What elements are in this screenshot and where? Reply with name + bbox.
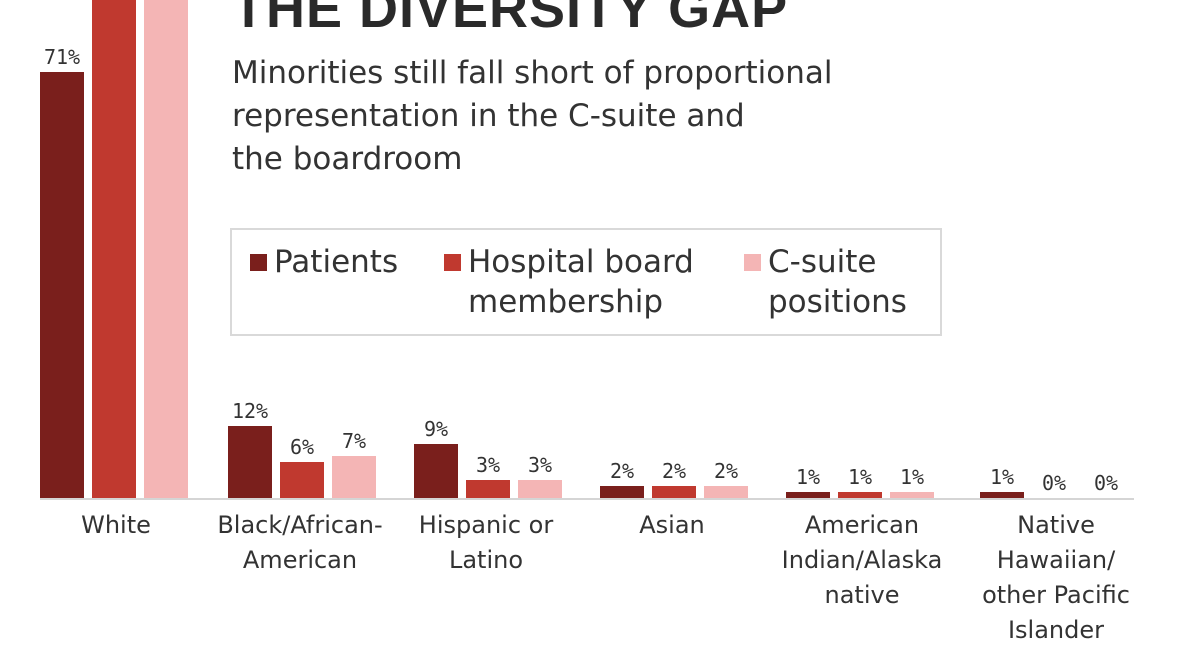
legend-label: Patients <box>274 242 398 282</box>
bar-2-0 <box>144 0 188 498</box>
bar-0-4 <box>786 492 830 498</box>
legend-swatch-patients <box>250 254 267 271</box>
legend-label-line: positions <box>768 284 907 320</box>
category-label-line: Islander <box>1007 616 1105 644</box>
category-label-line: Native <box>1017 511 1095 539</box>
data-label-1-3: 2% <box>662 459 686 483</box>
category-label-american-indian: American Indian/Alaska native <box>762 508 962 613</box>
chart-subtitle: Minorities still fall short of proportio… <box>232 52 912 181</box>
category-label-native-hawaiian: Native Hawaiian/ other Pacific Islander <box>956 508 1156 648</box>
category-label-black: Black/African- American <box>200 508 400 578</box>
chart-title: THE DIVERSITY GAP <box>232 0 789 39</box>
bar-1-4 <box>838 492 882 498</box>
legend-label-line: Patients <box>274 244 399 280</box>
bar-2-3 <box>704 486 748 498</box>
data-label-2-1: 7% <box>342 429 366 453</box>
category-label-line: Black/African- <box>217 511 383 539</box>
bar-0-2 <box>414 444 458 498</box>
category-label-line: White <box>81 511 151 539</box>
legend-label: Hospital board membership <box>468 242 694 322</box>
data-label-2-5: 0% <box>1094 471 1118 495</box>
bar-2-2 <box>518 480 562 498</box>
bar-1-3 <box>652 486 696 498</box>
data-label-2-4: 1% <box>900 465 924 489</box>
bar-1-0 <box>92 0 136 498</box>
data-label-1-5: 0% <box>1042 471 1066 495</box>
category-label-asian: Asian <box>572 508 772 543</box>
bar-0-5 <box>980 492 1024 498</box>
category-label-line: American <box>804 511 920 539</box>
data-label-0-2: 9% <box>424 417 448 441</box>
category-label-line: other Pacific <box>982 581 1130 609</box>
data-label-0-0: 71% <box>44 45 80 69</box>
legend-label-line: C-suite <box>768 244 877 280</box>
data-label-1-4: 1% <box>848 465 872 489</box>
data-label-2-3: 2% <box>714 459 738 483</box>
category-label-white: White <box>16 508 216 543</box>
subtitle-line: the boardroom <box>232 141 463 177</box>
bar-2-1 <box>332 456 376 498</box>
legend-label-line: Hospital board <box>468 244 694 280</box>
category-label-line: Hispanic or <box>418 511 554 539</box>
bar-2-4 <box>890 492 934 498</box>
bar-chart: 71% 12% 9% 2% 1% 1% 6% 3% 2% 1% 0% 7% 3% 2% 1% 0% <box>40 0 1134 500</box>
data-label-0-4: 1% <box>796 465 820 489</box>
category-label-line: native <box>824 581 900 609</box>
bar-0-3 <box>600 486 644 498</box>
legend-label: C-suite positions <box>768 242 907 322</box>
data-label-1-1: 6% <box>290 435 314 459</box>
category-label-line: Hawaiian/ <box>996 546 1116 574</box>
data-label-0-5: 1% <box>990 465 1014 489</box>
legend-swatch-hospital-board <box>444 254 461 271</box>
category-label-line: Asian <box>639 511 705 539</box>
category-label-hispanic: Hispanic or Latino <box>386 508 586 578</box>
bar-1-2 <box>466 480 510 498</box>
data-label-0-1: 12% <box>232 399 268 423</box>
category-label-line: Latino <box>448 546 524 574</box>
bar-0-1 <box>228 426 272 498</box>
legend-swatch-c-suite <box>744 254 761 271</box>
bar-1-1 <box>280 462 324 498</box>
subtitle-line: representation in the C-suite and <box>232 98 745 134</box>
data-label-1-2: 3% <box>476 453 500 477</box>
bar-0-0 <box>40 72 84 498</box>
category-label-line: American <box>242 546 358 574</box>
data-label-0-3: 2% <box>610 459 634 483</box>
subtitle-line: Minorities still fall short of proportio… <box>232 55 833 91</box>
legend-label-line: membership <box>468 284 664 320</box>
category-label-line: Indian/Alaska <box>781 546 943 574</box>
legend: Patients Hospital board membership C-sui… <box>230 228 942 336</box>
data-label-2-2: 3% <box>528 453 552 477</box>
